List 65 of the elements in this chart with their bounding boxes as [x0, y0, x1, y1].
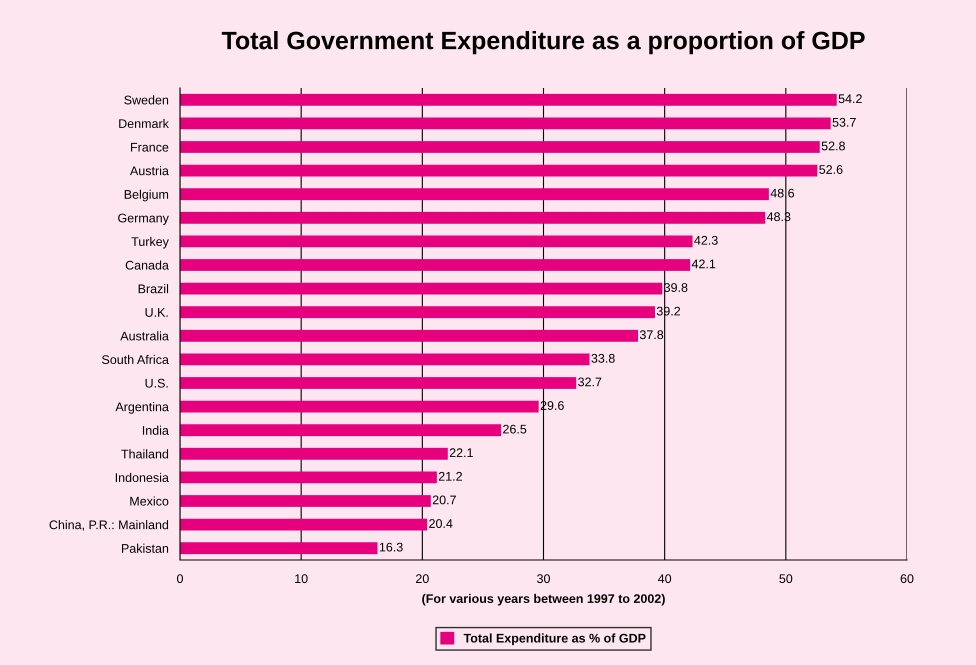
bar [180, 518, 428, 530]
y-tick-label: Australia [120, 331, 169, 340]
bar [180, 118, 831, 130]
bar [180, 542, 378, 554]
bar [180, 400, 539, 412]
y-tick-label: Turkey [131, 236, 169, 249]
y-tick-label: Canada [126, 260, 169, 270]
x-tick-label: 10 [295, 574, 308, 584]
data-label: 33.8 [591, 354, 615, 363]
bar [180, 141, 820, 153]
y-tick-label: Germany [118, 214, 169, 225]
x-tick-label: 30 [537, 574, 550, 584]
y-tick-label: China, P.R.: Mainland [50, 520, 168, 531]
data-label: 16.3 [380, 542, 403, 552]
data-label: 52.6 [819, 165, 843, 174]
bar [180, 448, 448, 460]
data-label: 32.7 [578, 378, 602, 386]
bar [180, 282, 662, 294]
y-tick-label: India [142, 426, 169, 435]
x-tick-label: 60 [900, 574, 914, 584]
bar [180, 212, 766, 224]
y-tick-label: South Africa [102, 354, 169, 364]
data-label: 26.5 [503, 424, 526, 434]
bar [180, 259, 690, 271]
y-tick-label: Denmark [119, 118, 169, 128]
bar [180, 424, 502, 436]
data-label: 53.7 [832, 118, 856, 127]
bar [180, 306, 655, 318]
x-tick-label: 20 [416, 574, 429, 584]
y-tick-label: U.S. [146, 378, 168, 388]
data-label: 52.8 [822, 142, 845, 150]
y-tick-label: Thailand [121, 449, 168, 458]
y-tick-label: Belgium [124, 190, 168, 202]
data-label: 20.7 [432, 496, 456, 504]
bar [180, 495, 431, 507]
data-label: 54.2 [838, 94, 862, 104]
y-tick-label: France [131, 142, 168, 152]
chart-title: Total Government Expenditure as a proportion of GDP [222, 30, 865, 54]
bar [180, 188, 769, 200]
data-label: 21.2 [438, 472, 462, 481]
y-tick-label: Indonesia [116, 472, 169, 482]
data-label: 37.8 [640, 330, 664, 340]
y-tick-label: Brazil [138, 284, 168, 294]
bar [180, 164, 818, 176]
legend-label: Total Expenditure as % of GDP [464, 633, 646, 646]
bar [180, 330, 638, 342]
bar [180, 472, 437, 484]
bar [180, 377, 576, 389]
x-tick-label: 40 [658, 574, 672, 584]
y-tick-label: U.K. [146, 308, 168, 317]
data-label: 42.1 [692, 260, 716, 268]
data-label: 20.4 [429, 519, 453, 528]
y-tick-label: Pakistan [122, 544, 168, 553]
data-label: 22.1 [450, 448, 473, 458]
x-tick-label: 0 [177, 574, 183, 584]
y-tick-label: Austria [130, 166, 169, 176]
bar [180, 94, 837, 106]
x-tick-label: 50 [779, 574, 792, 584]
bar [180, 354, 590, 366]
y-tick-label: Mexico [130, 496, 168, 506]
y-tick-label: Argentina [115, 402, 169, 414]
data-label: 42.3 [694, 236, 718, 245]
y-tick-label: Sweden [124, 95, 168, 104]
bar [180, 236, 693, 248]
x-axis-title: (For various years between 1997 to 2002) [422, 594, 665, 606]
